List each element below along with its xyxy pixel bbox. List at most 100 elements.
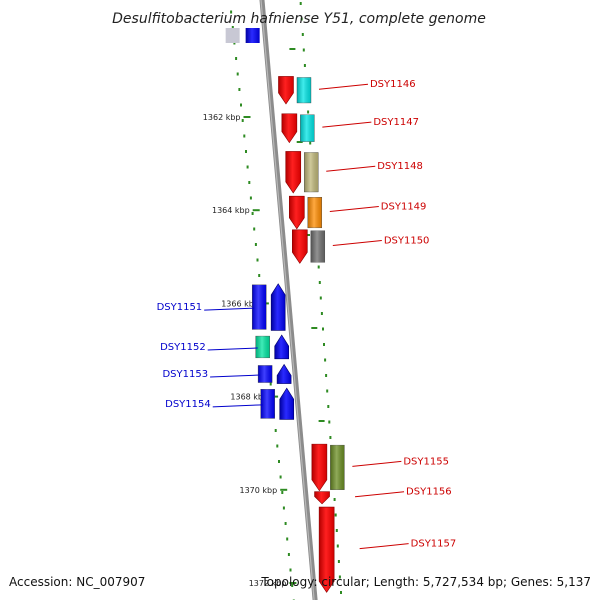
- gene-dsy1156[interactable]: [314, 491, 330, 505]
- gene-arrow[interactable]: [311, 443, 328, 492]
- gene-arrow[interactable]: [314, 491, 330, 505]
- gene-arrow[interactable]: [281, 113, 298, 144]
- minor-tick-outer: [299, 2, 302, 5]
- minor-tick-outer: [336, 544, 339, 548]
- genome-backbone: [259, 0, 318, 600]
- gene-dsy1152[interactable]: [255, 334, 290, 360]
- gene-label[interactable]: DSY1150: [384, 236, 430, 247]
- minor-tick-inner: [281, 491, 284, 494]
- gene-features: [225, 28, 345, 593]
- minor-tick-outer: [309, 141, 312, 145]
- minor-tick-inner: [276, 444, 279, 448]
- minor-tick-outer: [338, 575, 341, 579]
- gene-arrow[interactable]: [270, 283, 286, 331]
- minor-tick-outer: [322, 327, 324, 331]
- major-tick-outer: [296, 141, 303, 143]
- major-tick: [252, 209, 260, 212]
- cog-box-shade: [330, 445, 345, 490]
- minor-tick-inner: [256, 258, 259, 262]
- gene-arrow[interactable]: [292, 229, 308, 264]
- minor-tick-outer: [319, 296, 322, 300]
- minor-tick-outer: [337, 560, 340, 563]
- minor-tick-outer: [334, 513, 337, 517]
- minor-tick-outer: [300, 17, 303, 21]
- major-tick: [289, 582, 297, 584]
- cog-box-shade: [300, 114, 315, 142]
- minor-tick-inner: [248, 181, 251, 184]
- tick-label: 1362 kbp: [203, 113, 241, 122]
- gene-arrow[interactable]: [278, 76, 294, 105]
- gene-arrow[interactable]: [276, 363, 292, 384]
- major-tick-outer: [289, 48, 296, 50]
- minor-tick-outer: [323, 343, 325, 346]
- gene-dsy1157[interactable]: [318, 506, 335, 593]
- label-leader: [210, 374, 261, 378]
- gene-dsy1148[interactable]: [285, 151, 319, 194]
- label-leader: [352, 460, 402, 467]
- label-leader: [329, 206, 379, 213]
- label-leader: [326, 165, 376, 172]
- gene-label[interactable]: DSY1146: [370, 79, 416, 90]
- genome-summary-text: Topology: circular; Length: 5,727,534 bp…: [260, 575, 591, 589]
- gene-dsy1149[interactable]: [289, 195, 323, 230]
- label-leader: [318, 83, 369, 90]
- label-leader: [359, 543, 409, 550]
- gene-arrow[interactable]: [274, 334, 290, 360]
- minor-tick-outer: [301, 33, 304, 36]
- gene-label[interactable]: DSY1152: [160, 342, 206, 353]
- gene-label[interactable]: DSY1156: [406, 487, 452, 498]
- minor-tick-inner: [254, 243, 257, 246]
- gene-arrow[interactable]: [289, 195, 305, 230]
- backbone-highlight: [260, 0, 315, 600]
- minor-tick-inner: [240, 103, 242, 107]
- gene-label[interactable]: DSY1157: [411, 539, 457, 550]
- minor-tick-inner: [282, 506, 285, 510]
- major-tick: [280, 488, 288, 491]
- minor-tick-outer: [307, 110, 310, 114]
- gene-dsy1147[interactable]: [281, 113, 315, 144]
- gene-label[interactable]: DSY1154: [165, 399, 211, 410]
- minor-tick-inner: [286, 537, 289, 541]
- cog-box-shade: [258, 365, 273, 383]
- gene-dsy1154[interactable]: [260, 387, 295, 420]
- minor-tick-inner: [291, 584, 294, 587]
- minor-tick-inner: [241, 119, 244, 122]
- label-leader: [204, 307, 255, 311]
- gene-label[interactable]: DSY1155: [403, 456, 449, 467]
- minor-tick-inner: [258, 274, 261, 277]
- minor-tick-inner: [230, 10, 233, 14]
- minor-tick-outer: [327, 405, 330, 408]
- tick-label: 1368 kbp: [230, 393, 268, 402]
- gene-arrow[interactable]: [285, 151, 302, 194]
- minor-tick-inner: [246, 165, 249, 169]
- gene-label[interactable]: DSY1151: [157, 302, 203, 313]
- gene-arrow[interactable]: [318, 506, 335, 593]
- gene-dsy1150[interactable]: [292, 229, 326, 264]
- gene-dsy1146[interactable]: [278, 76, 312, 105]
- minor-tick-inner: [284, 522, 287, 525]
- label-leader: [332, 240, 382, 247]
- backbone-line: [259, 0, 318, 600]
- gene-label[interactable]: DSY1149: [381, 202, 427, 213]
- cog-fragment-top: [225, 28, 240, 43]
- gene-label[interactable]: DSY1153: [162, 369, 208, 380]
- tick-label: 1372 kbp: [249, 579, 287, 588]
- cog-box-shade: [252, 284, 267, 330]
- gene-label[interactable]: DSY1148: [377, 161, 423, 172]
- minor-tick-inner: [245, 150, 247, 153]
- minor-tick-outer: [324, 358, 327, 362]
- gene-dsy1155[interactable]: [311, 443, 345, 492]
- minor-tick-outer: [326, 389, 329, 393]
- label-leader: [207, 347, 258, 351]
- cog-box-shade: [255, 336, 270, 358]
- gene-dsy1153[interactable]: [257, 363, 292, 384]
- gene-arrow[interactable]: [279, 387, 295, 420]
- minor-tick-inner: [236, 72, 239, 76]
- minor-tick-outer: [325, 374, 328, 377]
- gene-dsy1151[interactable]: [251, 283, 286, 331]
- gene-label[interactable]: DSY1147: [373, 117, 419, 128]
- minor-tick-inner: [289, 568, 292, 572]
- minor-tick-inner: [269, 382, 272, 386]
- minor-tick-outer: [335, 529, 338, 532]
